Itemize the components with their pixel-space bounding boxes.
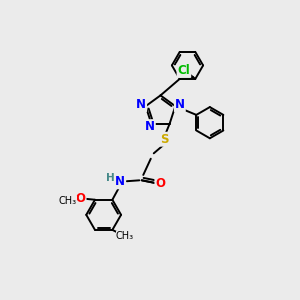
Text: N: N	[115, 175, 125, 188]
Text: N: N	[175, 98, 185, 111]
Text: S: S	[160, 133, 169, 146]
Text: N: N	[136, 98, 146, 111]
Text: CH₃: CH₃	[116, 232, 134, 242]
Text: Cl: Cl	[178, 64, 190, 77]
Text: N: N	[145, 120, 155, 133]
Text: H: H	[106, 173, 115, 183]
Text: CH₃: CH₃	[58, 196, 76, 206]
Text: O: O	[76, 192, 85, 205]
Text: O: O	[155, 177, 165, 190]
